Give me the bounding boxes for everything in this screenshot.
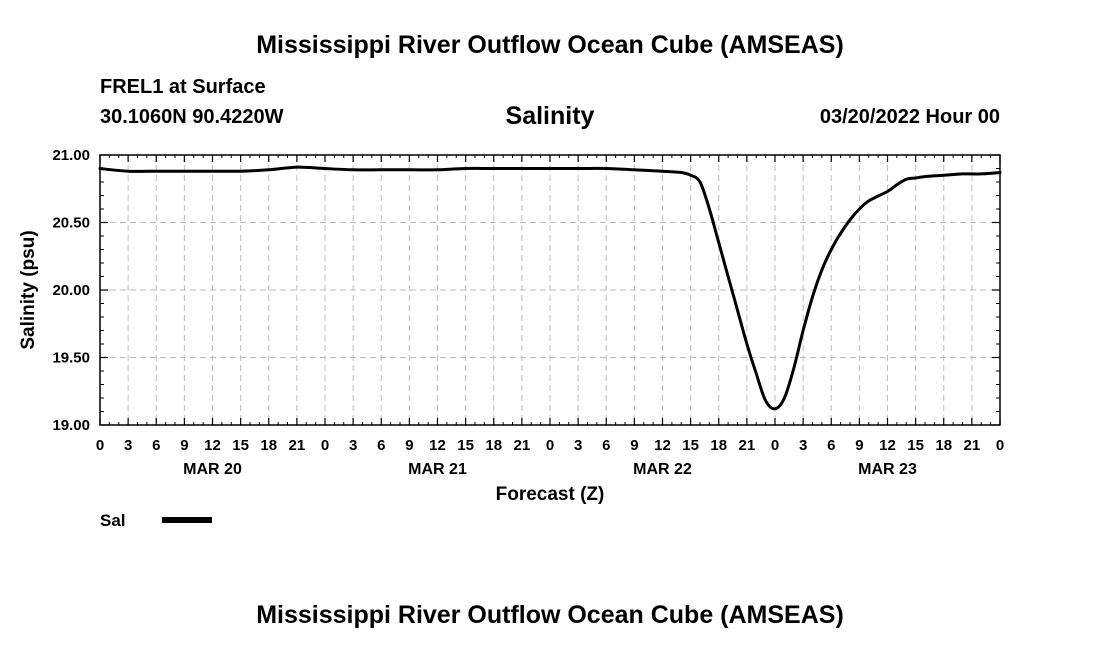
x-tick-label: 12 xyxy=(429,437,446,454)
ticks-layer xyxy=(99,154,1001,426)
x-tick-label: 6 xyxy=(827,437,835,454)
page-title: Mississippi River Outflow Ocean Cube (AM… xyxy=(256,31,844,59)
grid-layer xyxy=(100,154,1000,425)
footer-title: Mississippi River Outflow Ocean Cube (AM… xyxy=(256,601,844,629)
y-tick-label: 20.00 xyxy=(52,282,90,299)
x-tick-label: 3 xyxy=(799,437,807,454)
legend-label: Sal xyxy=(100,511,126,530)
coordinates-label: 30.1060N 90.4220W xyxy=(100,106,284,128)
x-tick-label: 9 xyxy=(630,437,638,454)
y-tick-label: 19.00 xyxy=(52,417,90,434)
x-tick-label: 18 xyxy=(710,437,727,454)
x-tick-label: 9 xyxy=(405,437,413,454)
chart-title: Salinity xyxy=(505,102,595,130)
x-tick-label: 0 xyxy=(771,437,779,454)
x-tick-label: 3 xyxy=(349,437,357,454)
x-tick-label: 0 xyxy=(96,437,104,454)
day-label: MAR 22 xyxy=(633,461,692,478)
x-tick-label: 12 xyxy=(879,437,896,454)
x-tick-label: 0 xyxy=(546,437,554,454)
x-tick-label: 12 xyxy=(204,437,221,454)
x-tick-label: 15 xyxy=(232,437,249,454)
y-axis-title: Salinity (psu) xyxy=(18,230,39,349)
y-tick-label: 21.00 xyxy=(52,147,90,164)
day-label: MAR 20 xyxy=(183,461,242,478)
x-tick-label: 0 xyxy=(996,437,1004,454)
x-tick-label: 18 xyxy=(260,437,277,454)
x-tick-label: 18 xyxy=(935,437,952,454)
x-tick-label: 21 xyxy=(739,437,756,454)
x-tick-label: 6 xyxy=(602,437,610,454)
x-tick-label: 15 xyxy=(682,437,699,454)
x-tick-label: 12 xyxy=(654,437,671,454)
x-axis-title: Forecast (Z) xyxy=(496,484,605,505)
y-tick-label: 20.50 xyxy=(52,215,90,232)
x-tick-label: 21 xyxy=(289,437,306,454)
day-label: MAR 21 xyxy=(408,461,467,478)
day-label: MAR 23 xyxy=(858,461,917,478)
x-tick-label: 21 xyxy=(964,437,981,454)
x-tick-label: 9 xyxy=(180,437,188,454)
x-tick-label: 6 xyxy=(152,437,160,454)
x-tick-label: 15 xyxy=(457,437,474,454)
forecast-date: 03/20/2022 Hour 00 xyxy=(819,106,1000,128)
y-tick-label: 19.50 xyxy=(52,350,90,367)
labels-layer: 0 3 6 9 12 15 18 21 0 3 6 9 12 15 18 21 0 3 6 9 12 15 18 21 0 3 6 9… xyxy=(52,147,1004,478)
x-tick-label: 18 xyxy=(485,437,502,454)
x-tick-label: 3 xyxy=(574,437,582,454)
x-tick-label: 21 xyxy=(514,437,531,454)
x-tick-label: 15 xyxy=(907,437,924,454)
x-tick-label: 6 xyxy=(377,437,385,454)
station-label: FREL1 at Surface xyxy=(100,76,266,98)
x-tick-label: 9 xyxy=(855,437,863,454)
series-line-sal xyxy=(98,165,1002,411)
x-tick-label: 3 xyxy=(124,437,132,454)
x-tick-label: 0 xyxy=(321,437,329,454)
